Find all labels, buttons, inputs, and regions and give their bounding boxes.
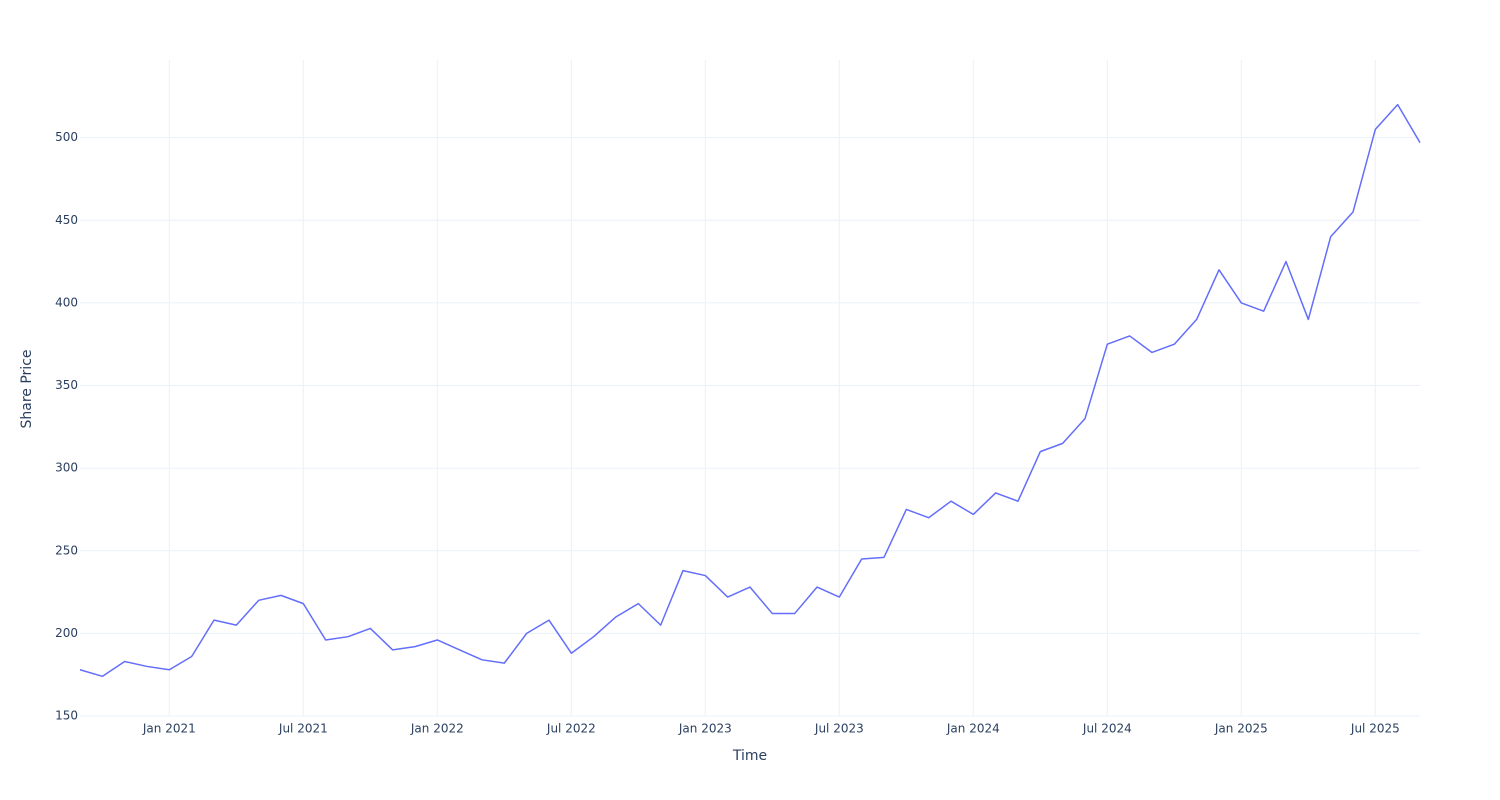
x-tick-label: Jul 2024	[1082, 722, 1132, 736]
x-tick-label: Jul 2021	[278, 722, 328, 736]
x-tick-label: Jan 2022	[410, 722, 464, 736]
x-tick-label: Jan 2021	[142, 722, 196, 736]
y-tick-label: 350	[55, 378, 78, 392]
y-tick-label: 300	[55, 461, 78, 475]
x-tick-label: Jan 2024	[946, 722, 1000, 736]
y-tick-label: 500	[55, 130, 78, 144]
x-tick-label: Jul 2023	[814, 722, 864, 736]
y-tick-label: 150	[55, 709, 78, 723]
y-axis-title: Share Price	[19, 349, 35, 428]
x-tick-label: Jan 2023	[678, 722, 732, 736]
y-tick-label: 200	[55, 626, 78, 640]
price-line	[79, 103, 1421, 678]
x-tick-label: Jul 2022	[546, 722, 596, 736]
y-tick-label: 400	[55, 295, 78, 309]
x-axis-title: Time	[732, 748, 767, 764]
x-tick-label: Jul 2025	[1350, 722, 1400, 736]
x-tick-label: Jan 2025	[1214, 722, 1268, 736]
y-tick-label: 450	[55, 213, 78, 227]
y-tick-label: 250	[55, 543, 78, 557]
